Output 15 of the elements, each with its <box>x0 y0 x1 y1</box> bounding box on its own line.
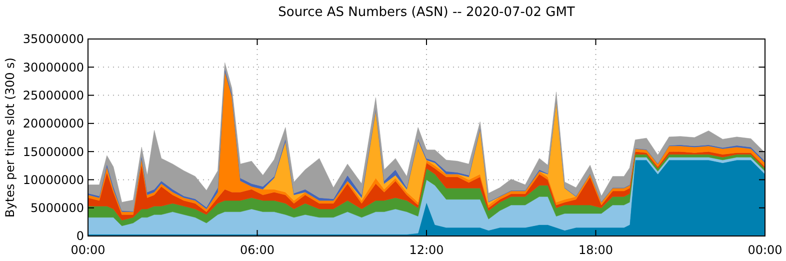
chart-title: Source AS Numbers (ASN) -- 2020-07-02 GMT <box>278 5 575 20</box>
y-tick-label: 25000000 <box>22 88 84 102</box>
y-tick-label: 20000000 <box>22 116 84 131</box>
y-tick-label: 5000000 <box>30 201 84 216</box>
x-tick-label: 12:00 <box>409 243 444 257</box>
y-tick-label: 35000000 <box>22 32 84 46</box>
y-axis-title: Bytes per time slot (300 s) <box>3 58 17 218</box>
x-tick-label: 00:00 <box>748 243 782 257</box>
x-tick-label: 18:00 <box>578 243 614 257</box>
x-tick-label: 00:00 <box>70 243 106 257</box>
y-tick-label: 15000000 <box>22 144 84 159</box>
x-tick-label: 06:00 <box>240 243 275 257</box>
y-tick-label: 0 <box>76 229 84 244</box>
y-tick-label: 30000000 <box>22 60 84 74</box>
y-tick-label: 10000000 <box>22 172 84 187</box>
